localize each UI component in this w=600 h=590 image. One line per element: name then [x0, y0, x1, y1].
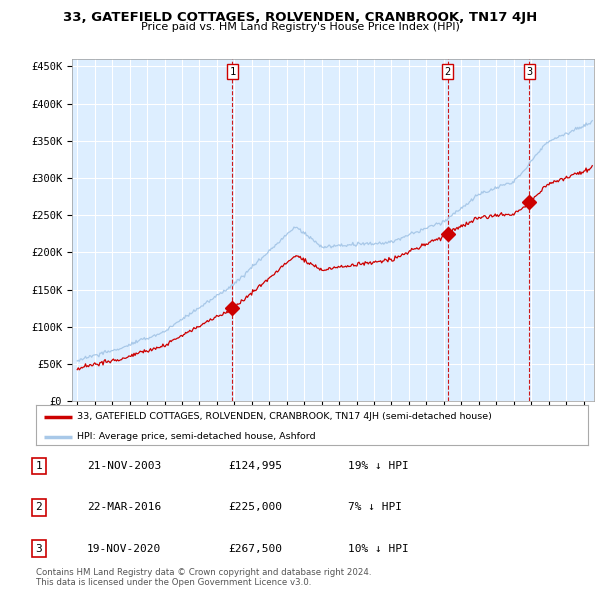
Text: 10% ↓ HPI: 10% ↓ HPI — [348, 544, 409, 553]
Text: £267,500: £267,500 — [228, 544, 282, 553]
Text: Price paid vs. HM Land Registry's House Price Index (HPI): Price paid vs. HM Land Registry's House … — [140, 22, 460, 32]
Text: 3: 3 — [526, 67, 532, 77]
Text: 1: 1 — [229, 67, 236, 77]
Text: 19-NOV-2020: 19-NOV-2020 — [87, 544, 161, 553]
Text: £225,000: £225,000 — [228, 503, 282, 512]
Text: Contains HM Land Registry data © Crown copyright and database right 2024.
This d: Contains HM Land Registry data © Crown c… — [36, 568, 371, 587]
Text: 21-NOV-2003: 21-NOV-2003 — [87, 461, 161, 471]
Text: 33, GATEFIELD COTTAGES, ROLVENDEN, CRANBROOK, TN17 4JH (semi-detached house): 33, GATEFIELD COTTAGES, ROLVENDEN, CRANB… — [77, 412, 492, 421]
Text: 19% ↓ HPI: 19% ↓ HPI — [348, 461, 409, 471]
Text: HPI: Average price, semi-detached house, Ashford: HPI: Average price, semi-detached house,… — [77, 432, 316, 441]
Text: 3: 3 — [35, 544, 43, 553]
Text: 7% ↓ HPI: 7% ↓ HPI — [348, 503, 402, 512]
Text: 2: 2 — [35, 503, 43, 512]
Text: £124,995: £124,995 — [228, 461, 282, 471]
Text: 22-MAR-2016: 22-MAR-2016 — [87, 503, 161, 512]
Text: 2: 2 — [445, 67, 451, 77]
Text: 33, GATEFIELD COTTAGES, ROLVENDEN, CRANBROOK, TN17 4JH: 33, GATEFIELD COTTAGES, ROLVENDEN, CRANB… — [63, 11, 537, 24]
Text: 1: 1 — [35, 461, 43, 471]
